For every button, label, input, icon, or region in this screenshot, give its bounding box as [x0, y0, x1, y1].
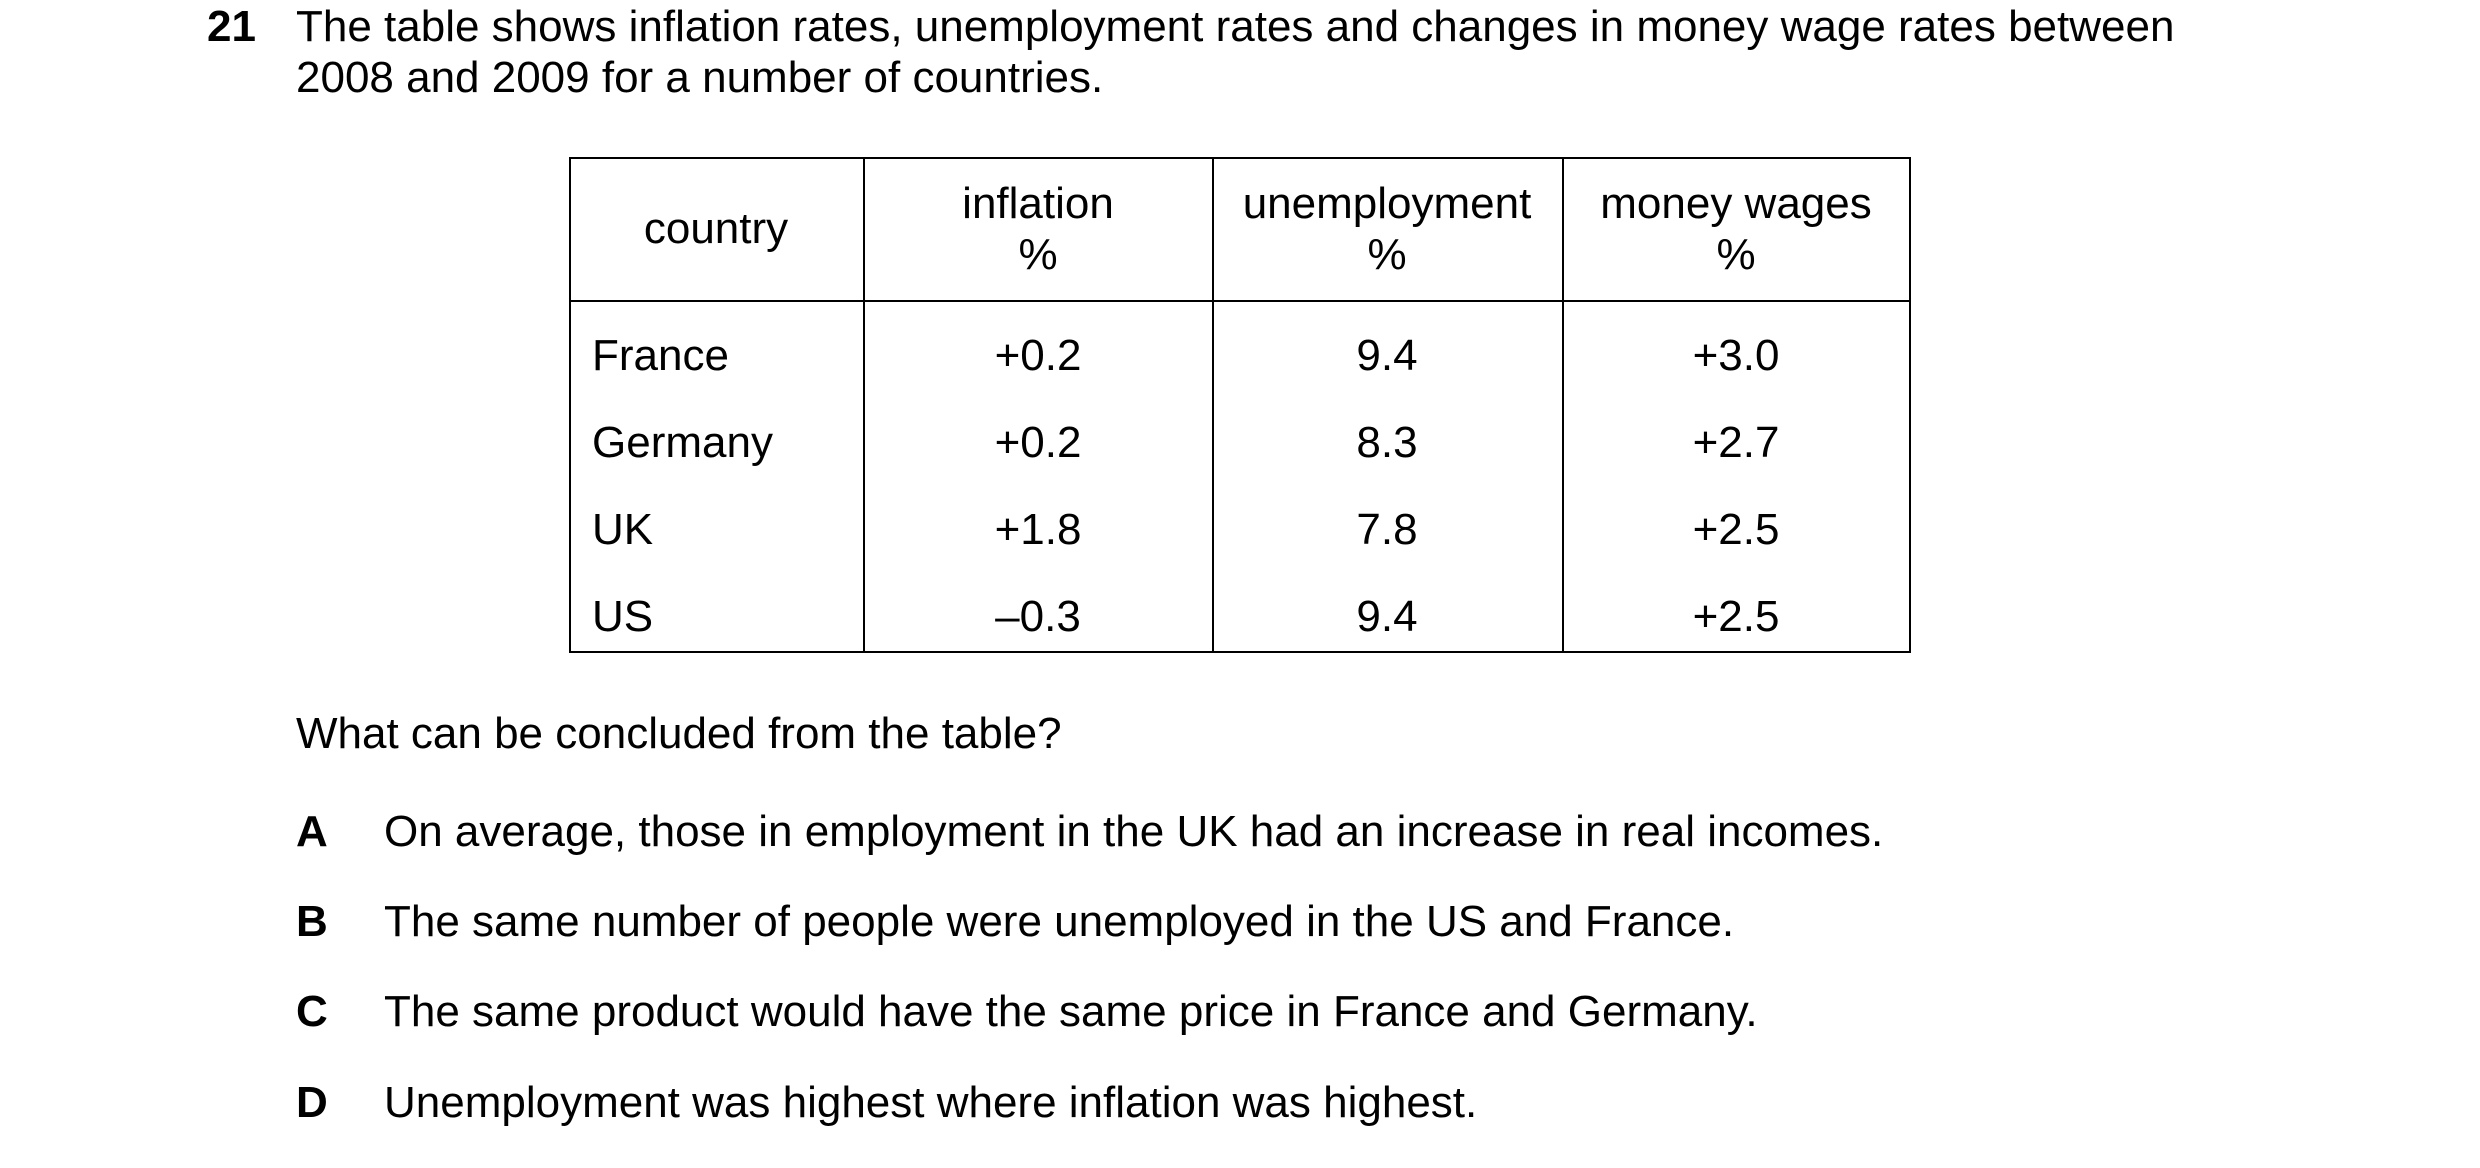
table-header: country	[643, 204, 789, 253]
table-cell: +0.2	[994, 418, 1082, 467]
table-cell: +2.5	[1692, 592, 1780, 641]
table-cell: 7.8	[1356, 505, 1418, 554]
option-text: The same product would have the same pri…	[384, 987, 1758, 1036]
table-cell: –0.3	[995, 592, 1081, 641]
table-border	[1212, 157, 1214, 653]
table-cell: 8.3	[1356, 418, 1418, 467]
table-border	[569, 651, 1911, 653]
table-cell: 9.4	[1356, 331, 1418, 380]
table-cell: +2.7	[1692, 418, 1780, 467]
table-cell: France	[592, 331, 729, 380]
table-border	[569, 300, 1911, 302]
table-border	[863, 157, 865, 653]
option-text: The same number of people were unemploye…	[384, 897, 1735, 946]
question-prompt: What can be concluded from the table?	[296, 709, 1062, 758]
option-letter: D	[296, 1078, 328, 1127]
table-header: %	[1716, 229, 1756, 279]
table-header: unemployment	[1242, 178, 1532, 228]
table-header: %	[1367, 229, 1407, 279]
question-stem: The table shows inflation rates, unemplo…	[296, 2, 2175, 51]
table-cell: +1.8	[994, 505, 1082, 554]
table-cell: UK	[592, 505, 654, 554]
table-cell: +3.0	[1692, 331, 1780, 380]
table-header: %	[1018, 229, 1058, 279]
question-number: 21	[207, 2, 256, 51]
table-cell: +2.5	[1692, 505, 1780, 554]
option-text: Unemployment was highest where inflation…	[384, 1078, 1478, 1127]
table-cell: US	[592, 592, 654, 641]
table-border	[1562, 157, 1564, 653]
table-cell: 9.4	[1356, 592, 1418, 641]
option-letter: A	[296, 807, 328, 856]
table-border	[569, 157, 571, 653]
table-border	[1909, 157, 1911, 653]
question-stem: 2008 and 2009 for a number of countries.	[296, 53, 1104, 102]
table-header: money wages	[1600, 178, 1872, 228]
table-border	[569, 157, 1911, 159]
option-text: On average, those in employment in the U…	[384, 807, 1884, 856]
table-header: inflation	[962, 178, 1114, 228]
option-letter: B	[296, 897, 328, 946]
option-letter: C	[296, 987, 328, 1036]
table-cell: +0.2	[994, 331, 1082, 380]
table-cell: Germany	[592, 418, 773, 467]
